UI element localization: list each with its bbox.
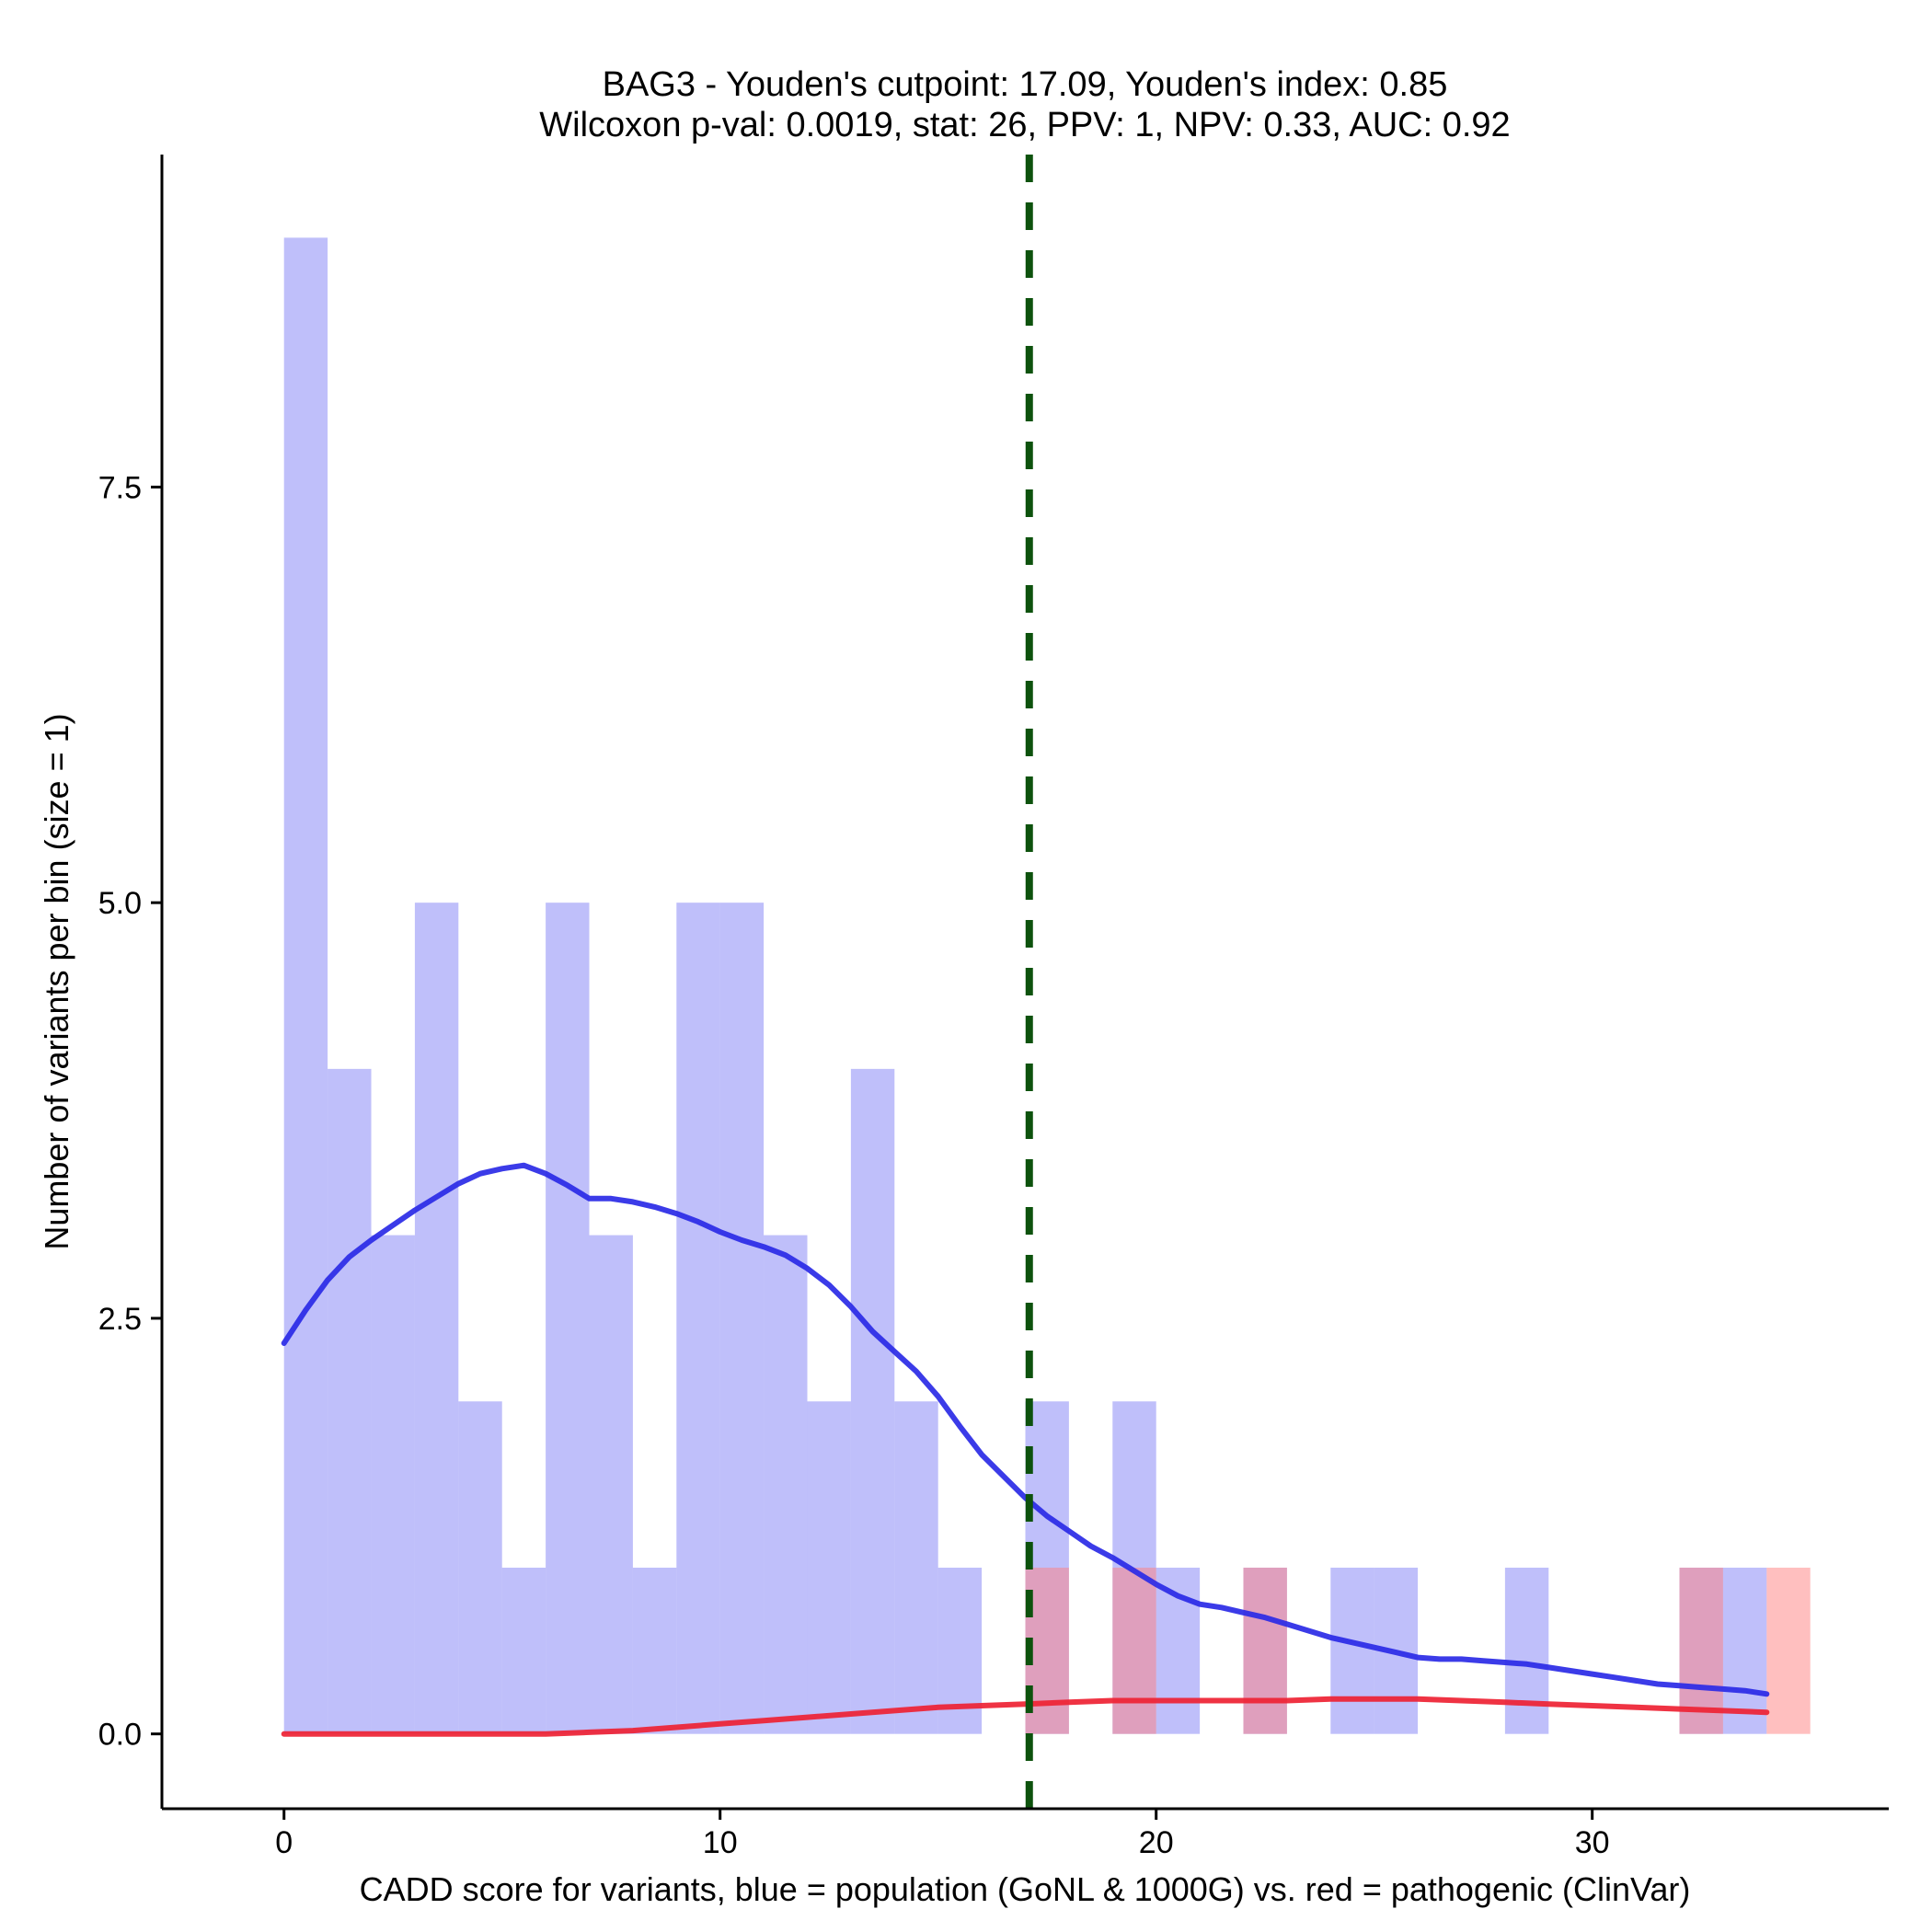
population-bar	[458, 1401, 502, 1734]
y-axis-label: Number of variants per bin (size = 1)	[38, 713, 75, 1249]
population-bar	[1722, 1567, 1767, 1734]
y-tick-label: 0.0	[98, 1718, 142, 1753]
population-bar	[589, 1235, 633, 1734]
population-bar	[632, 1567, 677, 1734]
population-bar	[719, 903, 765, 1734]
x-tick-label: 20	[1139, 1825, 1174, 1860]
pathogenic-bar	[1766, 1567, 1811, 1734]
pathogenic-bar	[1112, 1567, 1156, 1734]
population-bar	[1330, 1567, 1374, 1734]
chart-title-line-2: Wilcoxon p-val: 0.0019, stat: 26, PPV: 1…	[539, 106, 1510, 144]
population-bar	[501, 1567, 546, 1734]
y-tick-label: 5.0	[98, 886, 142, 921]
x-tick-label: 0	[275, 1825, 293, 1860]
x-tick-label: 30	[1575, 1825, 1610, 1860]
population-density-line	[281, 1162, 1770, 1697]
y-tick-label: 2.5	[98, 1302, 142, 1337]
population-bar	[894, 1401, 938, 1734]
population-bar	[371, 1235, 415, 1734]
axis-ticks: 0 10 20 30 0.0 2.5 5.0 7.5	[98, 470, 1610, 1860]
pathogenic-bar	[1679, 1567, 1723, 1734]
population-bar	[850, 1068, 895, 1734]
x-axis-label: CADD score for variants, blue = populati…	[360, 1870, 1691, 1908]
chart-title-line-1: BAG3 - Youden's cutpoint: 17.09, Youden'…	[603, 65, 1448, 104]
population-bar	[1156, 1567, 1201, 1734]
population-bar	[546, 903, 590, 1734]
population-bar	[676, 903, 720, 1734]
population-bar	[764, 1235, 808, 1734]
population-bar	[328, 1068, 372, 1734]
population-bar	[283, 237, 328, 1734]
population-bar	[414, 903, 459, 1734]
population-bar	[1504, 1567, 1549, 1734]
plot-area	[281, 155, 1811, 1809]
y-tick-label: 7.5	[98, 470, 142, 505]
x-tick-label: 10	[703, 1825, 738, 1860]
pathogenic-density-line	[281, 1696, 1770, 1737]
pathogenic-bar	[1243, 1567, 1287, 1734]
population-bar	[807, 1401, 851, 1734]
